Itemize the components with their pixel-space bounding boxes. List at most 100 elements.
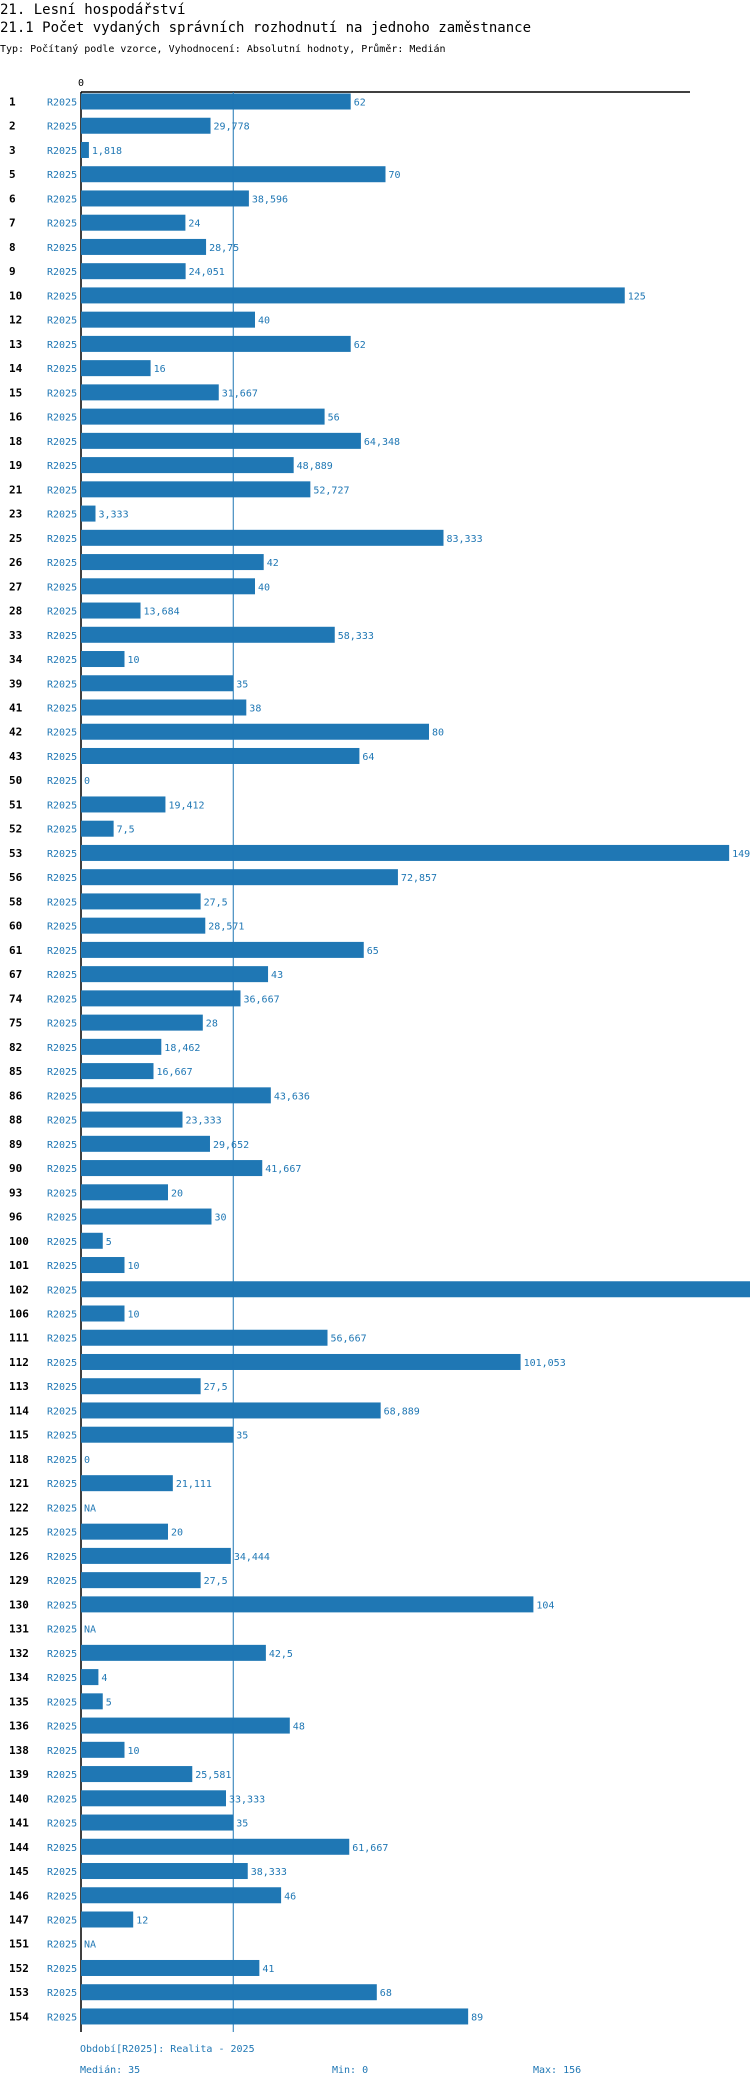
bar <box>81 651 125 668</box>
row-id-label: 51 <box>9 798 23 811</box>
row-id-label: 34 <box>9 653 23 666</box>
data-label: 20 <box>171 1188 183 1199</box>
row-id-label: 118 <box>9 1453 29 1466</box>
chart-meta: Typ: Počítaný podle vzorce, Vyhodnocení:… <box>0 44 446 55</box>
data-label: 10 <box>128 1746 140 1757</box>
series-label: R2025 <box>47 558 77 569</box>
series-label: R2025 <box>47 122 77 133</box>
data-label: 29,652 <box>213 1140 249 1151</box>
bar <box>81 747 360 764</box>
series-label: R2025 <box>47 194 77 205</box>
bar <box>81 941 364 958</box>
series-label: R2025 <box>47 1431 77 1442</box>
row-id-label: 13 <box>9 338 22 351</box>
bar <box>81 2008 469 2025</box>
series-label: R2025 <box>47 994 77 1005</box>
data-label: 61,667 <box>352 1843 388 1854</box>
footer-median: Medián: 35 <box>80 2065 141 2076</box>
series-label: R2025 <box>47 1382 77 1393</box>
row-id-label: 28 <box>9 605 22 618</box>
series-label: R2025 <box>47 800 77 811</box>
bar <box>81 1135 210 1152</box>
data-label: 24 <box>188 219 200 230</box>
row-id-label: 154 <box>9 2010 29 2023</box>
row-id-label: 101 <box>9 1259 29 1272</box>
data-label: 46 <box>284 1891 296 1902</box>
series-label: R2025 <box>47 1794 77 1805</box>
data-label: 10 <box>128 1310 140 1321</box>
data-label: 104 <box>536 1600 554 1611</box>
series-label: R2025 <box>47 146 77 157</box>
bar <box>81 1766 193 1783</box>
series-label: R2025 <box>47 267 77 278</box>
data-label: 16 <box>154 364 166 375</box>
row-id-label: 82 <box>9 1041 22 1054</box>
data-label: 68,889 <box>384 1406 420 1417</box>
bar <box>81 1063 154 1080</box>
bar <box>81 1014 203 1031</box>
bar <box>81 796 166 813</box>
data-label: 40 <box>258 582 270 593</box>
row-id-label: 85 <box>9 1065 22 1078</box>
row-id-label: 125 <box>9 1526 29 1539</box>
bar <box>81 1087 271 1104</box>
data-label: 149 <box>732 849 750 860</box>
series-label: R2025 <box>47 631 77 642</box>
bar <box>81 966 269 983</box>
series-label: R2025 <box>47 316 77 327</box>
bar <box>81 529 444 546</box>
data-label: 10 <box>128 655 140 666</box>
row-id-label: 153 <box>9 1986 29 1999</box>
series-label: R2025 <box>47 1673 77 1684</box>
row-id-label: 67 <box>9 968 22 981</box>
data-label: 16,667 <box>157 1067 193 1078</box>
series-label: R2025 <box>47 1406 77 1417</box>
row-id-label: 23 <box>9 508 22 521</box>
data-label: 27,5 <box>204 1576 228 1587</box>
row-id-label: 141 <box>9 1817 29 1830</box>
bar <box>81 1281 750 1298</box>
data-label: NA <box>84 1940 96 1951</box>
data-label: 42,5 <box>269 1649 293 1660</box>
row-id-label: 21 <box>9 483 23 496</box>
row-id-label: 122 <box>9 1501 29 1514</box>
data-label: 5 <box>106 1697 112 1708</box>
series-label: R2025 <box>47 728 77 739</box>
bar <box>81 844 730 861</box>
data-label: 5 <box>106 1237 112 1248</box>
data-label: 0 <box>84 1455 90 1466</box>
row-id-label: 58 <box>9 895 22 908</box>
series-label: R2025 <box>47 582 77 593</box>
series-label: R2025 <box>47 1697 77 1708</box>
row-id-label: 130 <box>9 1598 29 1611</box>
row-id-label: 50 <box>9 774 22 787</box>
data-label: 89 <box>471 2012 483 2023</box>
data-label: 27,5 <box>204 897 228 908</box>
series-label: R2025 <box>47 340 77 351</box>
data-label: 36,667 <box>244 994 280 1005</box>
bar <box>81 190 249 207</box>
bar <box>81 335 351 352</box>
data-label: 125 <box>628 291 646 302</box>
series-label: R2025 <box>47 607 77 618</box>
bar <box>81 1984 377 2001</box>
series-label: R2025 <box>47 364 77 375</box>
row-id-label: 131 <box>9 1623 29 1636</box>
data-label: 48,889 <box>297 461 333 472</box>
row-id-label: 114 <box>9 1404 29 1417</box>
row-id-label: 5 <box>9 168 16 181</box>
data-label: 13,684 <box>144 607 180 618</box>
series-label: R2025 <box>47 1916 77 1927</box>
bar <box>81 626 335 643</box>
data-label: NA <box>84 1625 96 1636</box>
bar <box>81 238 207 255</box>
series-label: R2025 <box>47 1140 77 1151</box>
bar <box>81 1741 125 1758</box>
data-label: 58,333 <box>338 631 374 642</box>
series-label: R2025 <box>47 1164 77 1175</box>
series-label: R2025 <box>47 2012 77 2023</box>
bar <box>81 1523 168 1540</box>
series-label: R2025 <box>47 1649 77 1660</box>
row-id-label: 96 <box>9 1211 23 1224</box>
data-label: 25,581 <box>195 1770 231 1781</box>
